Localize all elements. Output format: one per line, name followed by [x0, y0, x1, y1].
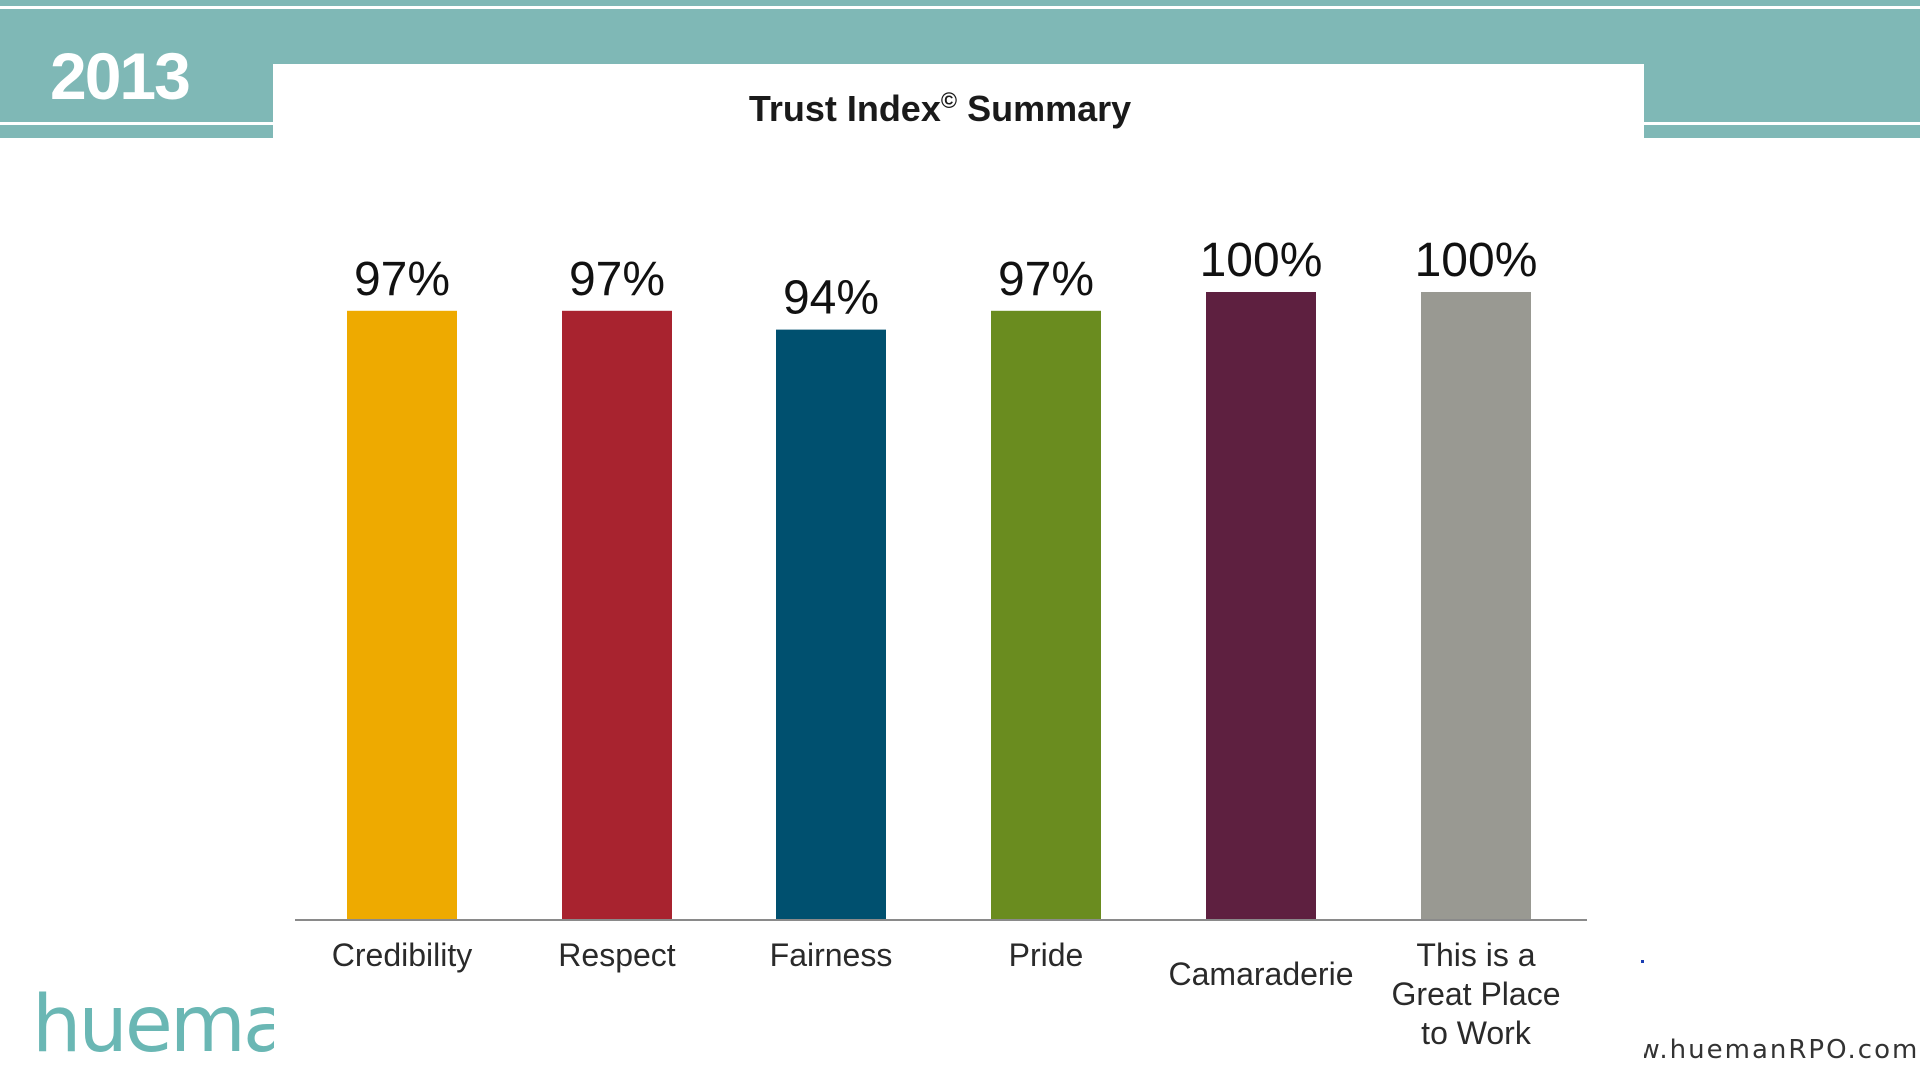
category-label: Respect [558, 937, 676, 973]
category-label: Fairness [770, 937, 893, 973]
chart-title: Trust Index© Summary [0, 88, 1880, 130]
category-label: This is a [1416, 937, 1535, 973]
bar-camaraderie [1206, 292, 1316, 919]
chart-title-suffix: Summary [967, 88, 1132, 129]
value-label: 100% [1415, 234, 1538, 287]
value-label: 97% [569, 253, 665, 306]
category-label: to Work [1421, 1015, 1532, 1051]
value-label: 97% [354, 253, 450, 306]
website-url-text: www.huemanRPO.com [1644, 1035, 1920, 1065]
chart-title-text: Trust Index [748, 88, 941, 129]
value-label: 100% [1200, 234, 1323, 287]
bar-pride [991, 310, 1101, 919]
website-url: www.huemanRPO.com [1644, 1030, 1920, 1070]
header-rule-top [0, 6, 1920, 9]
bar-respect [562, 310, 672, 919]
year-label: 2013 [50, 39, 191, 113]
bar-fairness [776, 329, 886, 919]
chart-panel [273, 64, 1644, 1080]
category-label: Credibility [332, 937, 472, 973]
value-label: 94% [783, 272, 879, 325]
category-label: Pride [1009, 937, 1084, 973]
category-label: Great Place [1392, 976, 1561, 1012]
chart-title-copyright-mark: © [940, 88, 958, 113]
hueman-logo: hueman [32, 985, 274, 1065]
value-label: 97% [998, 253, 1094, 306]
bar-credibility [347, 310, 457, 919]
category-label: Camaraderie [1169, 956, 1354, 992]
decorative-dot [1641, 960, 1644, 963]
bar-this-is-a-great-place-to-work [1421, 292, 1531, 919]
